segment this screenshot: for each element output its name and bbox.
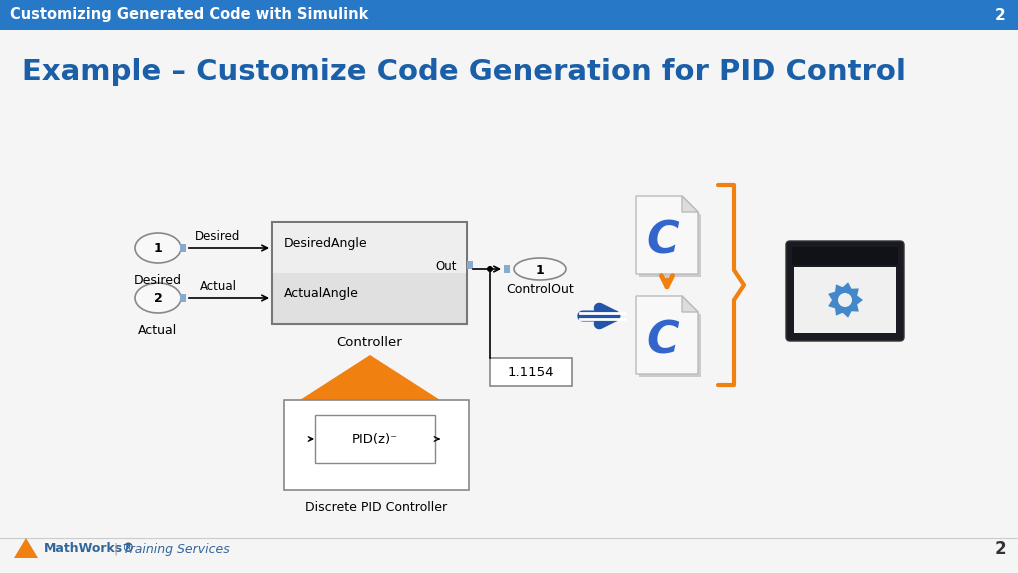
Text: Example – Customize Code Generation for PID Control: Example – Customize Code Generation for … — [22, 58, 906, 86]
Polygon shape — [636, 296, 698, 374]
Text: 2: 2 — [996, 7, 1006, 22]
FancyBboxPatch shape — [786, 241, 904, 341]
Text: Controller: Controller — [336, 336, 402, 349]
Text: DesiredAngle: DesiredAngle — [284, 237, 367, 250]
Text: 2: 2 — [995, 540, 1006, 558]
Text: Actual: Actual — [200, 280, 236, 293]
Text: Desired: Desired — [134, 274, 182, 287]
Text: ActualAngle: ActualAngle — [284, 288, 359, 300]
Ellipse shape — [135, 233, 181, 263]
FancyBboxPatch shape — [504, 265, 510, 273]
FancyBboxPatch shape — [284, 400, 469, 490]
Text: C: C — [646, 219, 679, 262]
Text: PID(z)⁻: PID(z)⁻ — [352, 434, 398, 446]
Text: C: C — [646, 320, 679, 363]
FancyBboxPatch shape — [273, 223, 466, 273]
Circle shape — [838, 293, 852, 307]
Ellipse shape — [135, 283, 181, 313]
Text: 1.1154: 1.1154 — [508, 366, 554, 379]
FancyBboxPatch shape — [794, 267, 896, 333]
FancyBboxPatch shape — [180, 244, 186, 252]
Text: Training Services: Training Services — [123, 543, 230, 555]
Polygon shape — [639, 199, 701, 277]
Text: Desired: Desired — [195, 230, 240, 243]
Ellipse shape — [514, 258, 566, 280]
Text: Out: Out — [436, 261, 457, 273]
Text: MathWorks®: MathWorks® — [44, 543, 135, 555]
Polygon shape — [639, 299, 701, 377]
Polygon shape — [828, 282, 863, 317]
Text: 1: 1 — [154, 242, 163, 256]
Text: ControlOut: ControlOut — [506, 283, 574, 296]
Text: Customizing Generated Code with Simulink: Customizing Generated Code with Simulink — [10, 7, 369, 22]
FancyBboxPatch shape — [467, 261, 473, 269]
FancyBboxPatch shape — [792, 247, 898, 265]
Polygon shape — [14, 538, 38, 558]
Text: Actual: Actual — [138, 324, 177, 337]
FancyBboxPatch shape — [180, 294, 186, 302]
FancyBboxPatch shape — [490, 358, 572, 386]
FancyBboxPatch shape — [272, 222, 467, 324]
Text: 2: 2 — [154, 292, 163, 305]
Text: Discrete PID Controller: Discrete PID Controller — [305, 501, 448, 514]
Polygon shape — [636, 196, 698, 274]
FancyBboxPatch shape — [0, 0, 1018, 30]
Text: 1: 1 — [535, 264, 545, 277]
Polygon shape — [682, 296, 698, 312]
Polygon shape — [682, 196, 698, 212]
Text: |: | — [114, 543, 118, 555]
Polygon shape — [300, 355, 440, 400]
FancyBboxPatch shape — [315, 415, 435, 463]
Circle shape — [487, 266, 493, 272]
